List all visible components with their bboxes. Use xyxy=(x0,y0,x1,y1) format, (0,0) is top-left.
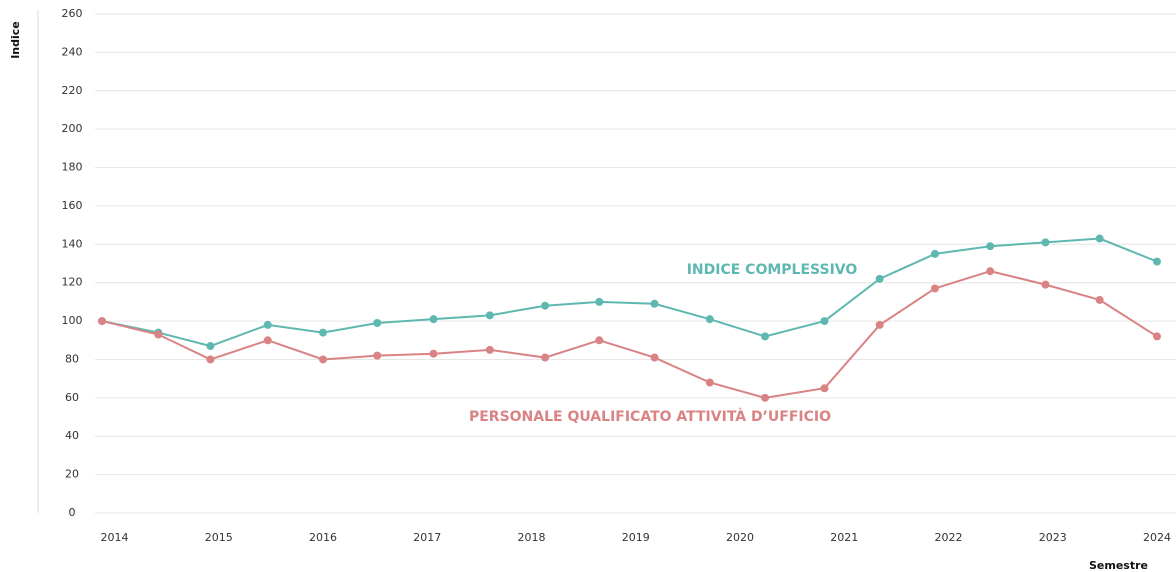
data-point xyxy=(1153,332,1161,341)
data-point xyxy=(1153,257,1161,266)
data-point xyxy=(1095,295,1104,304)
data-point xyxy=(1041,280,1050,289)
x-tick-label: 2019 xyxy=(622,531,650,544)
y-tick-label: 160 xyxy=(62,199,83,212)
data-point xyxy=(429,315,438,324)
data-point xyxy=(98,317,106,326)
y-tick-label: 80 xyxy=(65,352,79,365)
data-point xyxy=(206,342,215,351)
y-tick-label: 100 xyxy=(62,314,83,327)
x-tick-label: 2023 xyxy=(1039,531,1067,544)
data-point xyxy=(595,336,604,345)
data-point xyxy=(705,378,714,387)
data-point xyxy=(650,299,659,308)
series-label: INDICE COMPLESSIVO xyxy=(687,262,858,278)
y-tick-label: 220 xyxy=(62,84,83,97)
data-point xyxy=(154,330,163,339)
x-tick-label: 2024 xyxy=(1143,531,1171,544)
series-label: PERSONALE QUALIFICATO ATTIVITÀ D’UFFICIO xyxy=(469,408,831,425)
data-point xyxy=(930,249,939,258)
data-point xyxy=(319,355,328,364)
data-point xyxy=(373,318,382,327)
y-tick-label: 20 xyxy=(65,468,79,481)
data-point xyxy=(650,353,659,362)
y-tick-label: 60 xyxy=(65,391,79,404)
data-point xyxy=(930,284,939,293)
data-point xyxy=(541,353,550,362)
y-tick-label: 180 xyxy=(62,161,83,174)
y-tick-label: 260 xyxy=(62,7,83,20)
data-point xyxy=(263,336,272,345)
data-point xyxy=(485,345,494,354)
x-tick-label: 2016 xyxy=(309,531,337,544)
data-point xyxy=(820,384,829,393)
y-tick-label: 140 xyxy=(62,237,83,250)
data-point xyxy=(761,332,770,341)
x-tick-label: 2014 xyxy=(101,531,129,544)
data-point xyxy=(319,328,328,337)
x-axis-label: Semestre xyxy=(1089,559,1148,572)
y-tick-label: 240 xyxy=(62,45,83,58)
x-tick-label: 2020 xyxy=(726,531,754,544)
data-point xyxy=(875,320,884,329)
data-point xyxy=(875,274,884,283)
y-tick-label: 40 xyxy=(65,429,79,442)
data-point xyxy=(206,355,215,364)
data-point xyxy=(1041,238,1050,247)
data-point xyxy=(820,317,829,326)
data-point xyxy=(986,267,995,276)
x-tick-label: 2017 xyxy=(413,531,441,544)
y-axis-label: Indice xyxy=(9,21,22,59)
x-tick-label: 2022 xyxy=(935,531,963,544)
data-point xyxy=(986,242,995,251)
series-line xyxy=(101,237,1158,348)
x-tick-label: 2018 xyxy=(518,531,546,544)
y-tick-label: 200 xyxy=(62,122,83,135)
series-line xyxy=(101,270,1158,399)
x-tick-label: 2021 xyxy=(830,531,858,544)
x-tick-label: 2015 xyxy=(205,531,233,544)
data-point xyxy=(485,311,494,320)
y-tick-label: 0 xyxy=(69,506,76,519)
data-point xyxy=(263,320,272,329)
data-point xyxy=(1095,234,1104,243)
data-point xyxy=(373,351,382,360)
y-tick-label: 120 xyxy=(62,276,83,289)
data-point xyxy=(705,315,714,324)
data-point xyxy=(761,393,770,402)
data-point xyxy=(429,349,438,358)
data-point xyxy=(541,301,550,310)
data-point xyxy=(595,297,604,306)
